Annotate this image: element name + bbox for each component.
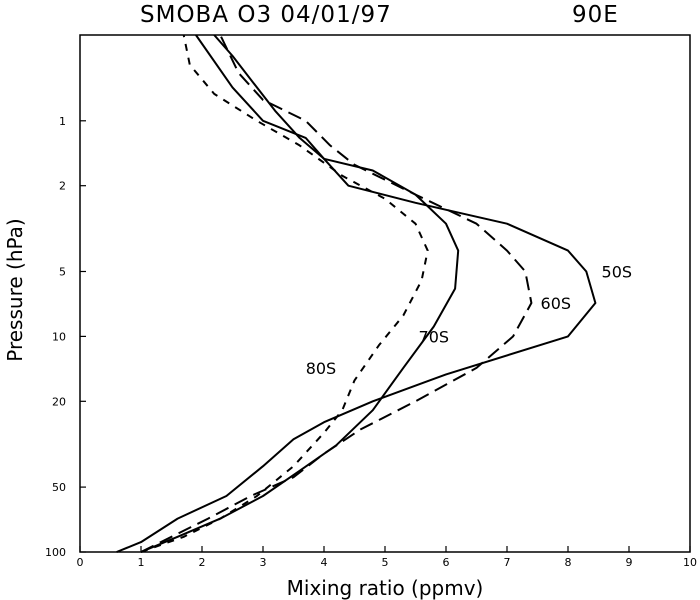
x-tick-label: 3 <box>260 556 267 569</box>
y-tick-label: 100 <box>45 546 66 559</box>
x-tick-label: 9 <box>626 556 633 569</box>
y-tick-label: 20 <box>52 395 66 408</box>
series-label-60s: 60S <box>541 294 572 313</box>
x-tick-label: 5 <box>382 556 389 569</box>
series-line-70s <box>140 34 460 553</box>
y-axis: 1 2 5 10 20 50 100 <box>45 115 86 559</box>
y-axis-label: Pressure (hPa) <box>3 218 27 361</box>
series-label-80s: 80S <box>306 359 337 378</box>
x-axis: 0 1 2 3 4 5 6 7 8 9 10 <box>77 546 697 569</box>
series-line-80s <box>140 34 429 553</box>
series-line-60s <box>140 34 533 553</box>
x-tick-label: 4 <box>321 556 328 569</box>
chart-title-right: 90E <box>572 2 619 28</box>
y-tick-label: 50 <box>52 481 66 494</box>
series-label-70s: 70S <box>419 327 450 346</box>
x-tick-label: 8 <box>565 556 572 569</box>
x-tick-label: 2 <box>199 556 206 569</box>
x-axis-label: Mixing ratio (ppmv) <box>287 576 484 600</box>
x-tick-label: 6 <box>443 556 450 569</box>
x-tick-label: 10 <box>683 556 697 569</box>
x-tick-label: 1 <box>138 556 145 569</box>
series-line-50s <box>116 34 597 553</box>
series-labels: 50S 60S 70S 80S <box>306 262 632 377</box>
plot-frame <box>79 34 691 553</box>
series-lines <box>116 34 597 553</box>
y-tick-label: 1 <box>59 115 66 128</box>
y-tick-label: 2 <box>59 180 66 193</box>
chart-title: SMOBA O3 04/01/97 <box>140 2 392 28</box>
x-tick-label: 0 <box>77 556 84 569</box>
y-tick-label: 5 <box>59 265 66 278</box>
y-tick-label: 10 <box>52 330 66 343</box>
series-label-50s: 50S <box>602 262 633 281</box>
x-tick-label: 7 <box>504 556 511 569</box>
